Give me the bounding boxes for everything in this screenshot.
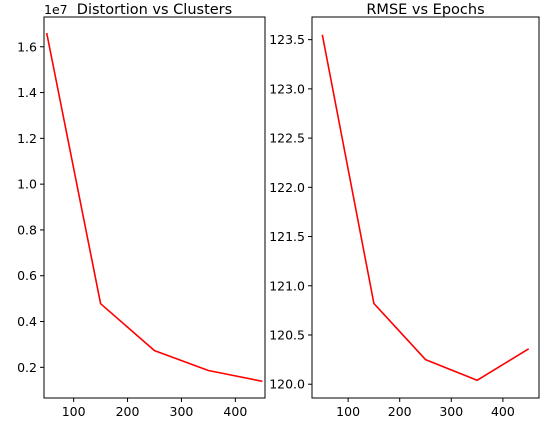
distortion-chart: 100 200 300 400 0.2 0.4 0.6 0.8 1.0 1.2 1.4 1.6 1e7 D…	[17, 2, 266, 419]
y-tick-label: 1.2	[17, 131, 37, 146]
axes-frame	[43, 16, 266, 399]
x-tick-label: 300	[170, 404, 194, 419]
x-tick-label: 300	[439, 404, 463, 419]
y-offset-label: 1e7	[44, 2, 68, 17]
x-tick-label: 400	[491, 404, 515, 419]
y-tick-label: 0.8	[17, 222, 37, 237]
y-tick-label: 123.5	[269, 32, 305, 47]
x-tick-label: 200	[116, 404, 140, 419]
x-tick-label: 100	[62, 404, 86, 419]
y-tick-label: 123.0	[269, 81, 305, 96]
y-tick-label: 0.6	[17, 268, 37, 283]
y-tick-label: 0.2	[17, 360, 37, 375]
chart-title: Distortion vs Clusters	[77, 2, 232, 18]
x-tick-label: 100	[336, 404, 360, 419]
y-tick-label: 1.0	[17, 177, 37, 192]
series-line-0	[321, 34, 530, 382]
rmse-chart: 100 200 300 400 120.0 120.5 121.0 121.5 122.0 122…	[269, 2, 540, 419]
y-tick-label: 120.5	[269, 327, 305, 342]
y-tick-label: 1.6	[17, 39, 37, 54]
y-tick-label: 122.5	[269, 131, 305, 146]
chart-title: RMSE vs Epochs	[366, 2, 484, 18]
y-tick-label: 121.5	[269, 229, 305, 244]
axes-frame	[311, 16, 540, 399]
series-line-0	[45, 32, 263, 383]
y-tick-label: 1.4	[17, 85, 37, 100]
y-tick-label: 0.4	[17, 314, 37, 329]
x-tick-label: 200	[388, 404, 412, 419]
y-tick-label: 120.0	[269, 377, 305, 392]
y-tick-label: 121.0	[269, 278, 305, 293]
y-tick-label: 122.0	[269, 180, 305, 195]
x-tick-label: 400	[223, 404, 247, 419]
